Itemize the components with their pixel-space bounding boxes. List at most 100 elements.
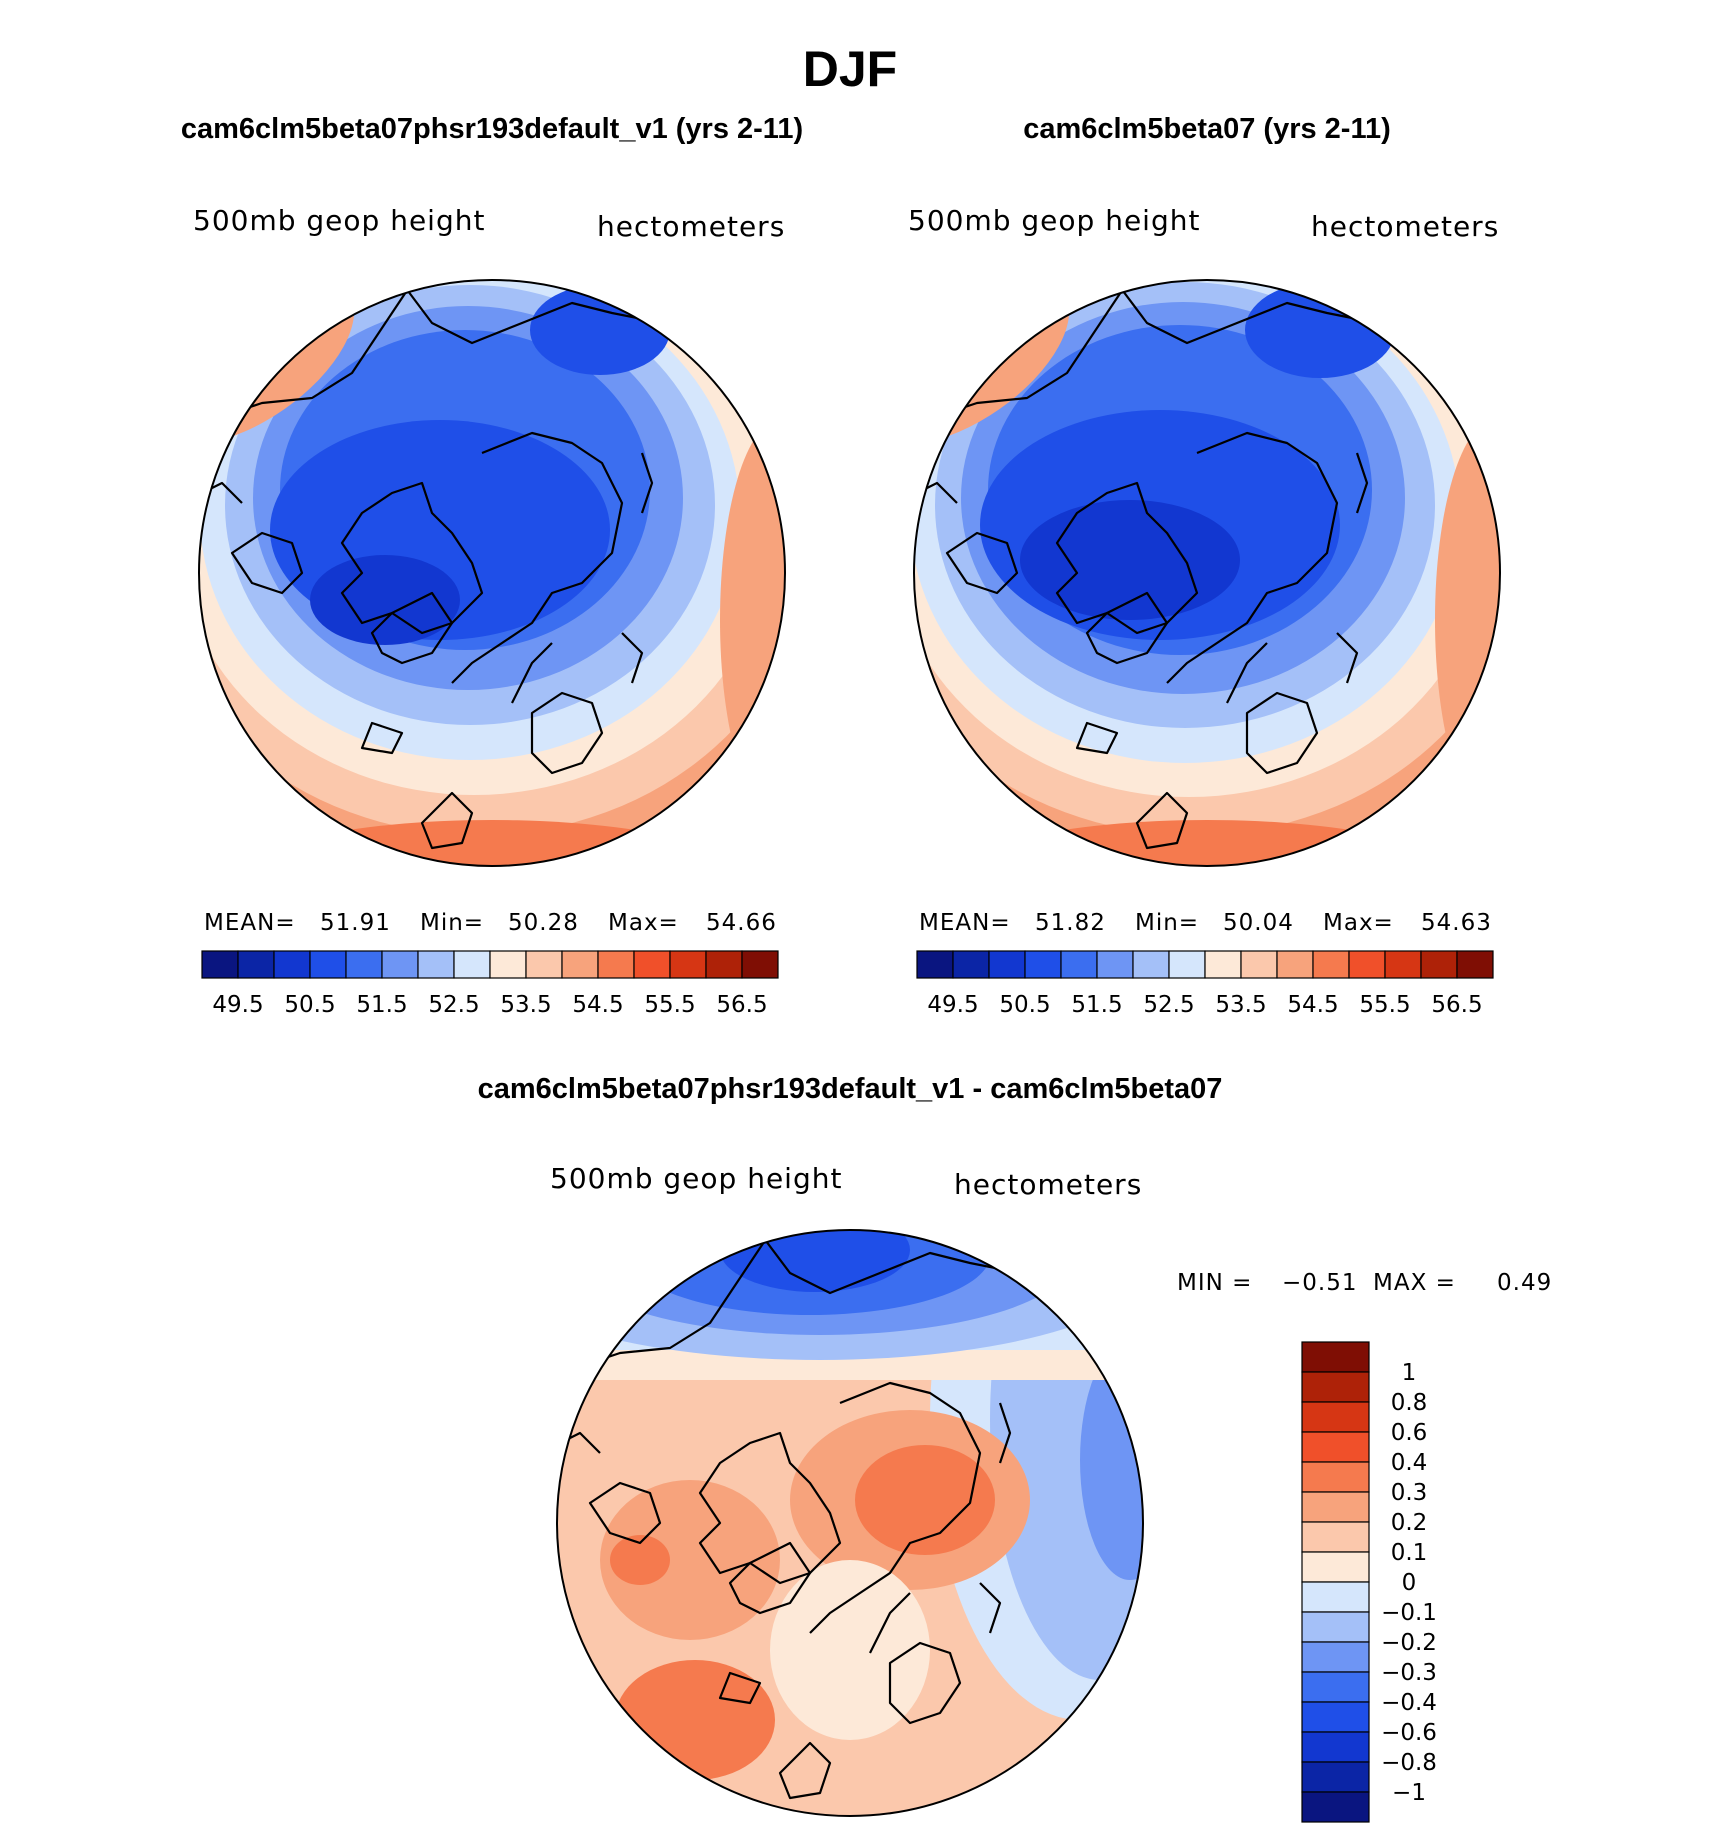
colorbar-swatch [345, 950, 383, 979]
colorbar-tick-label: 53.5 [1215, 992, 1266, 1018]
colorbar-swatch [561, 950, 599, 979]
contour-fill [1020, 500, 1240, 620]
colorbar-swatch [273, 950, 311, 979]
panel-a-variable-label: 500mb geop height [193, 204, 485, 237]
colorbar-swatch [669, 950, 707, 979]
contour-fill [1080, 1340, 1143, 1580]
colorbar-swatch [453, 950, 491, 979]
map-boundary [556, 1229, 1144, 1817]
min-label: Min= [1135, 910, 1199, 936]
colorbar-tick-label: −0.8 [1381, 1750, 1437, 1776]
colorbar-swatch [597, 950, 635, 979]
colorbar-tick-label: 52.5 [1143, 992, 1194, 1018]
colorbar-swatch [1384, 950, 1422, 979]
colorbar-tick-label: −0.2 [1381, 1630, 1437, 1656]
min-label: Min= [420, 910, 484, 936]
colorbar-swatch [1024, 950, 1062, 979]
contour-fill [310, 555, 460, 645]
colorbar-tick-label: −1 [1392, 1780, 1426, 1806]
panel-a-contours [199, 280, 785, 866]
colorbar-swatch [1301, 1581, 1370, 1613]
colorbar-swatch [1312, 950, 1350, 979]
colorbar-tick-label: −0.4 [1381, 1690, 1437, 1716]
contour-fill [770, 1560, 930, 1740]
panel-c-variable-label: 500mb geop height [550, 1162, 842, 1195]
mean-value: 51.91 [320, 910, 391, 936]
contour-fill [720, 1230, 910, 1292]
max-value: 54.63 [1421, 910, 1492, 936]
colorbar-tick-label: 56.5 [1431, 992, 1482, 1018]
colorbar-swatch [309, 950, 347, 979]
panel-b-title: cam6clm5beta07 (yrs 2-11) [1023, 113, 1391, 145]
min-label: MIN = [1177, 1270, 1252, 1296]
colorbar-swatch [952, 950, 990, 979]
panel-a-map [198, 279, 786, 867]
contour-fill [1435, 420, 1500, 820]
colorbar-tick-label: 0.4 [1391, 1450, 1428, 1476]
colorbar-swatch [201, 950, 239, 979]
colorbar-swatch [1301, 1431, 1370, 1463]
colorbar-swatch [1301, 1791, 1370, 1823]
panel-b-units-label: hectometers [1311, 210, 1499, 243]
colorbar-swatch [1301, 1701, 1370, 1733]
colorbar-swatch [525, 950, 563, 979]
colorbar-swatch [1096, 950, 1134, 979]
panel-b-stats: MEAN= 51.82 Min= 50.04 Max= 54.63 [919, 910, 1492, 936]
colorbar-swatch [1420, 950, 1458, 979]
colorbar-tick-label: 49.5 [212, 992, 263, 1018]
panel-a-units-label: hectometers [597, 210, 785, 243]
colorbar-tick-label: 0.2 [1391, 1510, 1428, 1536]
colorbar-tick-label: 50.5 [999, 992, 1050, 1018]
contour-fill [610, 1535, 670, 1585]
colorbar-swatch [916, 950, 954, 979]
max-label: Max= [608, 910, 679, 936]
colorbar-tick-label: 50.5 [284, 992, 335, 1018]
colorbar-swatch [1301, 1371, 1370, 1403]
max-label: Max= [1323, 910, 1394, 936]
colorbar-tick-label: 0.1 [1391, 1540, 1428, 1566]
colorbar-tick-label: 55.5 [644, 992, 695, 1018]
colorbar-swatch [988, 950, 1026, 979]
colorbar-swatch [1204, 950, 1242, 979]
min-value: 50.28 [508, 910, 579, 936]
contour-fill [855, 1445, 995, 1555]
colorbar-swatch [633, 950, 671, 979]
colorbar-tick-label: 0 [1402, 1570, 1417, 1596]
colorbar-tick-label: 0.6 [1391, 1420, 1428, 1446]
panel-c-contours [557, 1230, 1143, 1816]
contour-fill [615, 1660, 775, 1780]
colorbar-tick-label: 54.5 [572, 992, 623, 1018]
colorbar-swatch [1168, 950, 1206, 979]
colorbar-swatch [417, 950, 455, 979]
colorbar-tick-label: 54.5 [1287, 992, 1338, 1018]
colorbar-tick-label: 0.3 [1391, 1480, 1428, 1506]
colorbar-tick-label: 52.5 [428, 992, 479, 1018]
panel-c-title: cam6clm5beta07phsr193default_v1 - cam6cl… [478, 1073, 1223, 1105]
colorbar-swatch [1301, 1341, 1370, 1373]
contour-fill [600, 1480, 780, 1640]
colorbar-swatch [1240, 950, 1278, 979]
colorbar-swatch [1456, 950, 1494, 979]
colorbar-tick-label: −0.6 [1381, 1720, 1437, 1746]
panel-c-map [556, 1229, 1144, 1817]
colorbar-swatch [1301, 1491, 1370, 1523]
mean-value: 51.82 [1035, 910, 1106, 936]
colorbar-swatch [1301, 1761, 1370, 1793]
colorbar-swatch [1301, 1551, 1370, 1583]
colorbar-swatch [489, 950, 527, 979]
figure-title: DJF [803, 41, 897, 97]
colorbar-swatch [1348, 950, 1386, 979]
contour-fill [530, 285, 670, 375]
max-label: MAX = [1373, 1270, 1456, 1296]
colorbar-tick-label: −0.3 [1381, 1660, 1437, 1686]
colorbar-swatch [1301, 1731, 1370, 1763]
colorbar-swatch [381, 950, 419, 979]
colorbar-swatch [1060, 950, 1098, 979]
colorbar-tick-label: −0.1 [1381, 1600, 1437, 1626]
colorbar-tick-label: 53.5 [500, 992, 551, 1018]
colorbar-swatch [1301, 1401, 1370, 1433]
colorbar-tick-label: 51.5 [356, 992, 407, 1018]
colorbar-tick-label: 56.5 [716, 992, 767, 1018]
colorbar-swatch [1301, 1641, 1370, 1673]
